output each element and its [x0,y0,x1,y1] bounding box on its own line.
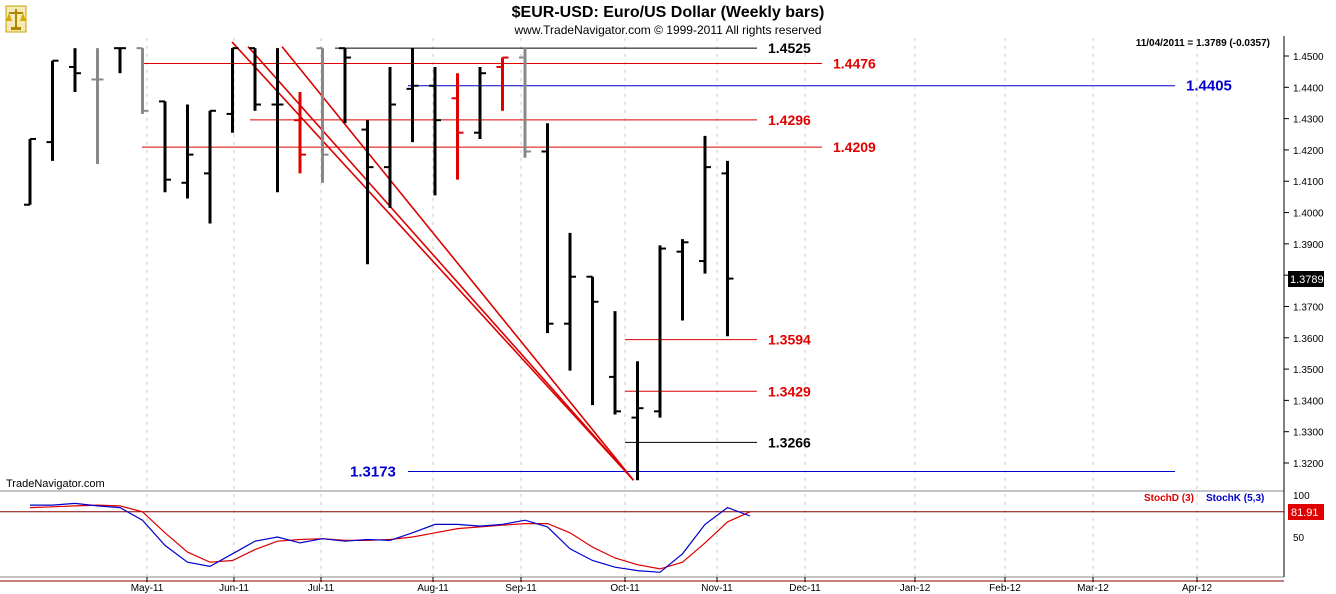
month-label: Apr-12 [1182,583,1212,594]
scales-icon [5,5,27,33]
stochastic-panel: 100 50 [0,491,1310,582]
month-label: Jul-11 [308,583,335,594]
trend-line [281,46,635,481]
stochd-legend: StochD (3) [1144,493,1194,504]
price-tick-label: 1.3500 [1293,365,1324,376]
level-label: 1.4296 [768,112,811,128]
stoch-tick-label: 50 [1293,533,1305,544]
copyright-text: www.TradeNavigator.com © 1999-2011 All r… [514,23,822,37]
month-label: May-11 [131,583,164,594]
month-label: Mar-12 [1077,583,1109,594]
level-label: 1.4525 [768,40,811,56]
price-tick-label: 1.4100 [1293,177,1324,188]
stochd-line [29,504,751,570]
level-label: 1.3429 [768,383,811,399]
level-label: 1.4209 [833,139,876,155]
level-label: 1.4405 [1186,78,1232,95]
level-label: 1.3173 [350,463,396,480]
price-tick-label: 1.3300 [1293,428,1324,439]
month-label: Aug-11 [417,583,449,594]
level-label: 1.3594 [768,332,811,348]
stochk-line [30,502,751,573]
price-axis: 1.4500 1.4400 1.4300 1.4200 1.4100 1.4000 1.39… [1284,52,1324,470]
stoch-tick-label: 100 [1293,491,1310,502]
month-label: Feb-12 [989,583,1021,594]
price-tick-label: 1.3600 [1293,334,1324,345]
price-tick-label: 1.3200 [1293,459,1324,470]
month-label: Nov-11 [701,583,733,594]
support-resistance-levels: 1.4525 1.4476 1.4405 1.4296 1.4209 1.3594 1.34… [142,40,1232,480]
stoch-badge: 81.91 [1291,507,1319,519]
month-label: Jan-12 [900,583,931,594]
price-bars [24,47,734,481]
trend-line [247,46,635,481]
grid-lines [0,36,1285,578]
price-tick-label: 1.3700 [1293,302,1324,313]
price-tick-label: 1.3400 [1293,396,1324,407]
price-tick-label: 1.4200 [1293,146,1324,157]
price-tick-label: 1.4300 [1293,115,1324,126]
price-tick-label: 1.4500 [1293,52,1324,63]
level-label: 1.4476 [833,56,876,72]
stochk-legend: StochK (5,3) [1206,493,1264,504]
brand-label: TradeNavigator.com [6,478,105,490]
price-badge: 1.3789 [1290,274,1324,286]
chart-title: $EUR-USD: Euro/US Dollar (Weekly bars) [512,4,825,21]
status-readout: 11/04/2011 = 1.3789 (-0.0357) [1136,38,1270,49]
time-axis: May-11 Jun-11 Jul-11 Aug-11 Sep-11 Oct-11 Nov-… [131,577,1212,594]
price-tick-label: 1.4000 [1293,209,1324,220]
month-label: Oct-11 [610,583,640,594]
price-badge-box [1288,271,1324,287]
month-label: Dec-11 [789,583,821,594]
month-label: Sep-11 [505,583,537,594]
level-label: 1.3266 [768,434,811,450]
price-tick-label: 1.4400 [1293,83,1324,94]
stoch-badge-box [1288,504,1324,520]
month-label: Jun-11 [219,583,249,594]
price-tick-label: 1.3900 [1293,240,1324,251]
